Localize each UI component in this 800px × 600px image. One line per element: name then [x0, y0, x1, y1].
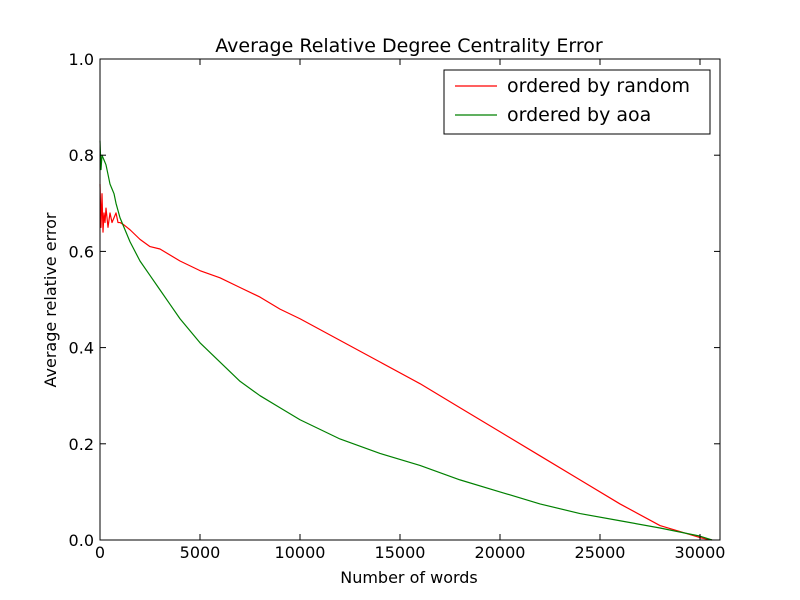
y-tick-label: 0.2 [69, 435, 94, 454]
series-line-random [99, 184, 713, 541]
y-tick-label: 0.6 [69, 242, 94, 261]
legend-label-random: ordered by random [507, 75, 690, 97]
y-axis-label: Average relative error [41, 212, 60, 387]
x-tick-label: 20000 [475, 543, 526, 562]
x-tick-label: 30000 [675, 543, 726, 562]
y-tick-label: 0.8 [69, 146, 94, 165]
y-tick-label: 0.0 [69, 531, 94, 550]
x-axis-label: Number of words [340, 568, 478, 587]
x-tick-label: 0 [95, 543, 105, 562]
x-tick-label: 25000 [575, 543, 626, 562]
legend-label-aoa: ordered by aoa [507, 104, 651, 126]
chart-title: Average Relative Degree Centrality Error [215, 35, 603, 57]
legend: ordered by random ordered by aoa [443, 69, 711, 135]
y-axis-ticks: 0.0 0.2 0.4 0.6 0.8 1.0 [69, 50, 720, 550]
x-tick-label: 10000 [275, 543, 326, 562]
y-tick-label: 1.0 [69, 50, 94, 69]
series-line-aoa [99, 140, 713, 541]
legend-box [443, 69, 711, 135]
x-axis-ticks: 0 5000 10000 15000 20000 25000 30000 [95, 59, 726, 562]
plot-frame [99, 58, 721, 541]
x-tick-label: 15000 [375, 543, 426, 562]
x-tick-label: 5000 [180, 543, 221, 562]
plot-lines [99, 140, 713, 541]
y-tick-label: 0.4 [69, 339, 94, 358]
